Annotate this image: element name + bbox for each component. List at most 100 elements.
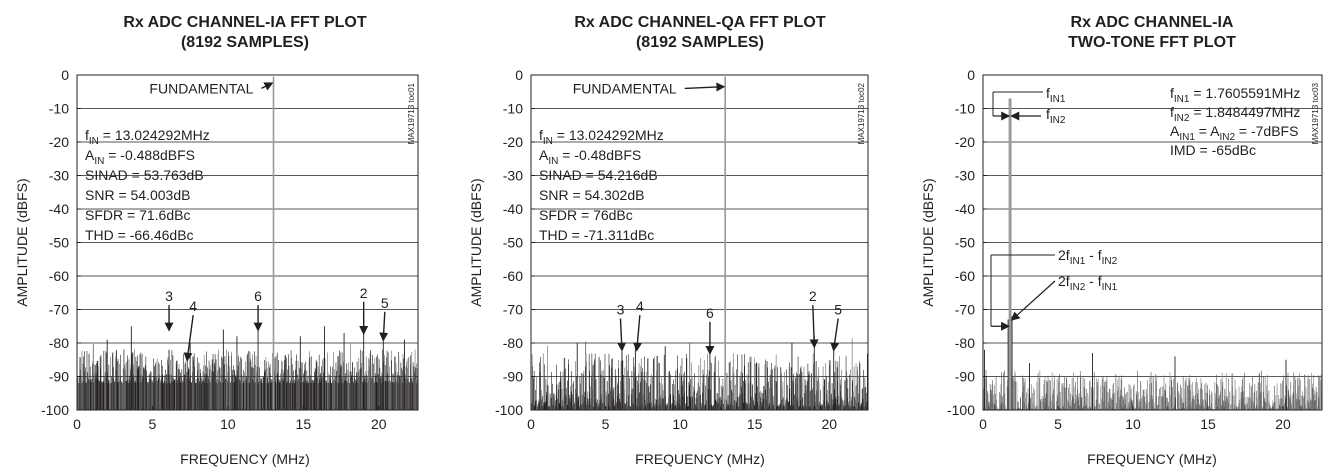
harmonic-label: 6 bbox=[706, 305, 714, 321]
y-tick-label: -20 bbox=[503, 134, 523, 150]
y-tick-label: -100 bbox=[41, 402, 69, 418]
chart-title: (8192 SAMPLES) bbox=[181, 34, 309, 51]
x-tick-label: 10 bbox=[1125, 416, 1141, 432]
imd-arrow bbox=[1010, 280, 1056, 321]
y-tick-label: 0 bbox=[61, 67, 69, 83]
fft-chart-1: Rx ADC CHANNEL-IA FFT PLOT (8192 SAMPLES)… bbox=[14, 14, 419, 467]
x-tick-label: 5 bbox=[149, 416, 157, 432]
y-tick-label: -40 bbox=[955, 201, 975, 217]
y-tick-label: -80 bbox=[955, 335, 975, 351]
y-tick-label: -10 bbox=[49, 101, 69, 117]
x-tick-label: 15 bbox=[296, 416, 312, 432]
info-line: SFDR = 76dBc bbox=[539, 207, 633, 223]
y-tick-label: -30 bbox=[49, 168, 69, 184]
chart-title: Rx ADC CHANNEL-IA FFT PLOT bbox=[123, 14, 366, 31]
info-line: fIN1​ = 1.7605591MHz bbox=[1170, 85, 1300, 105]
harmonic-label: 2 bbox=[360, 285, 368, 301]
y-tick-label: -20 bbox=[955, 134, 975, 150]
x-axis-label: FREQUENCY (MHz) bbox=[180, 451, 310, 467]
x-tick-label: 0 bbox=[73, 416, 81, 432]
info-line: THD = -66.46dBc bbox=[85, 227, 194, 243]
y-tick-label: -100 bbox=[495, 402, 523, 418]
x-tick-label: 20 bbox=[371, 416, 387, 432]
x-tick-label: 5 bbox=[1054, 416, 1062, 432]
info-line: SFDR = 71.6dBc bbox=[85, 207, 190, 223]
info-line: SNR = 54.003dB bbox=[85, 187, 190, 203]
info-line: SNR = 54.302dB bbox=[539, 187, 644, 203]
info-line: AIN​ = -0.48dBFS bbox=[539, 147, 641, 167]
y-tick-label: -10 bbox=[503, 101, 523, 117]
annotation-arrow bbox=[684, 82, 726, 92]
y-tick-label: 0 bbox=[515, 67, 523, 83]
annotation-arrow bbox=[617, 318, 627, 352]
y-tick-label: -70 bbox=[955, 302, 975, 318]
info-line: fIN​ = 13.024292MHz bbox=[85, 127, 210, 147]
y-tick-label: -50 bbox=[955, 235, 975, 251]
y-tick-label: -50 bbox=[503, 235, 523, 251]
y-tick-label: -60 bbox=[503, 268, 523, 284]
harmonic-label: 5 bbox=[834, 302, 842, 318]
y-tick-label: -40 bbox=[49, 201, 69, 217]
y-tick-label: 0 bbox=[967, 67, 975, 83]
y-tick-label: -90 bbox=[49, 369, 69, 385]
x-tick-label: 10 bbox=[672, 416, 688, 432]
y-tick-label: -70 bbox=[503, 302, 523, 318]
figure-code-label: MAX19713 toc03 bbox=[1311, 82, 1320, 144]
harmonic-label: 6 bbox=[254, 288, 262, 304]
chart-title: (8192 SAMPLES) bbox=[636, 34, 764, 51]
annotation-arrow bbox=[830, 318, 840, 352]
x-tick-label: 10 bbox=[220, 416, 236, 432]
info-line: SINAD = 54.216dB bbox=[539, 167, 658, 183]
figure-code-label: MAX19713 toc02 bbox=[857, 82, 866, 144]
imd-label: 2fIN2​ - fIN1​ bbox=[1058, 273, 1118, 293]
annotation-arrow bbox=[183, 315, 194, 362]
info-line: THD = -71.311dBc bbox=[539, 227, 654, 243]
figure-code-label: MAX19713 toc01 bbox=[407, 82, 416, 144]
y-tick-label: -70 bbox=[49, 302, 69, 318]
x-tick-label: 15 bbox=[1200, 416, 1216, 432]
y-tick-label: -40 bbox=[503, 201, 523, 217]
harmonic-label: 3 bbox=[165, 288, 173, 304]
x-tick-label: 0 bbox=[979, 416, 987, 432]
info-line: AIN1​ = AIN2​ = -7dBFS bbox=[1170, 123, 1298, 143]
y-tick-label: -60 bbox=[955, 268, 975, 284]
y-tick-label: -30 bbox=[955, 168, 975, 184]
x-tick-label: 20 bbox=[1275, 416, 1291, 432]
harmonic-label: FUNDAMENTAL bbox=[573, 80, 677, 96]
harmonic-label: 2 bbox=[809, 288, 817, 304]
info-line: SINAD = 53.763dB bbox=[85, 167, 204, 183]
annotation-arrow bbox=[379, 311, 389, 342]
y-tick-label: -20 bbox=[49, 134, 69, 150]
info-line: fIN​ = 13.024292MHz bbox=[539, 127, 664, 147]
x-tick-label: 0 bbox=[527, 416, 535, 432]
y-axis-label: AMPLITUDE (dBFS) bbox=[468, 178, 484, 306]
y-axis-label: AMPLITUDE (dBFS) bbox=[14, 178, 30, 306]
y-tick-label: -30 bbox=[503, 168, 523, 184]
harmonic-label: 4 bbox=[189, 298, 197, 314]
y-tick-label: -80 bbox=[503, 335, 523, 351]
imd-label: 2fIN1​ - fIN2​ bbox=[1058, 247, 1118, 267]
y-axis-label: AMPLITUDE (dBFS) bbox=[920, 178, 936, 306]
annotation-arrow bbox=[632, 315, 642, 352]
tone-label: fIN1​ bbox=[1046, 85, 1066, 105]
x-tick-label: 5 bbox=[602, 416, 610, 432]
noise-floor bbox=[530, 338, 869, 410]
info-line: IMD = -65dBc bbox=[1170, 142, 1256, 158]
harmonic-label: 4 bbox=[636, 298, 644, 314]
harmonic-label: FUNDAMENTAL bbox=[149, 80, 253, 96]
y-tick-label: -10 bbox=[955, 101, 975, 117]
chart-title: TWO-TONE FFT PLOT bbox=[1068, 34, 1236, 51]
fft-chart-3: Rx ADC CHANNEL-IA TWO-TONE FFT PLOT 0 -10 -2… bbox=[920, 14, 1323, 467]
x-tick-label: 20 bbox=[821, 416, 837, 432]
fft-chart-2: Rx ADC CHANNEL-QA FFT PLOT (8192 SAMPLES)… bbox=[468, 14, 869, 467]
noise-floor bbox=[76, 343, 418, 410]
info-line: AIN​ = -0.488dBFS bbox=[85, 147, 195, 167]
y-tick-label: -80 bbox=[49, 335, 69, 351]
x-axis-label: FREQUENCY (MHz) bbox=[1087, 451, 1217, 467]
y-tick-label: -60 bbox=[49, 268, 69, 284]
x-tick-label: 15 bbox=[747, 416, 763, 432]
noise-floor bbox=[982, 369, 1323, 410]
annotation-arrow bbox=[261, 82, 274, 91]
y-tick-label: -50 bbox=[49, 235, 69, 251]
